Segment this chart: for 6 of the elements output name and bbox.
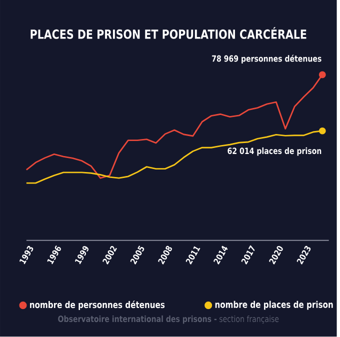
text: Observatoire international des prisons - section française bbox=[58, 316, 279, 324]
legend-label: nombre de places de prison bbox=[215, 300, 333, 310]
chart-title: PLACES DE PRISON ET POPULATION CARCÉRALE bbox=[30, 27, 306, 40]
text: 78 969 personnes détenues bbox=[212, 54, 322, 64]
legend-label: nombre de personnes détenues bbox=[30, 300, 165, 310]
annotation: 62 014 places de prison bbox=[228, 148, 322, 156]
